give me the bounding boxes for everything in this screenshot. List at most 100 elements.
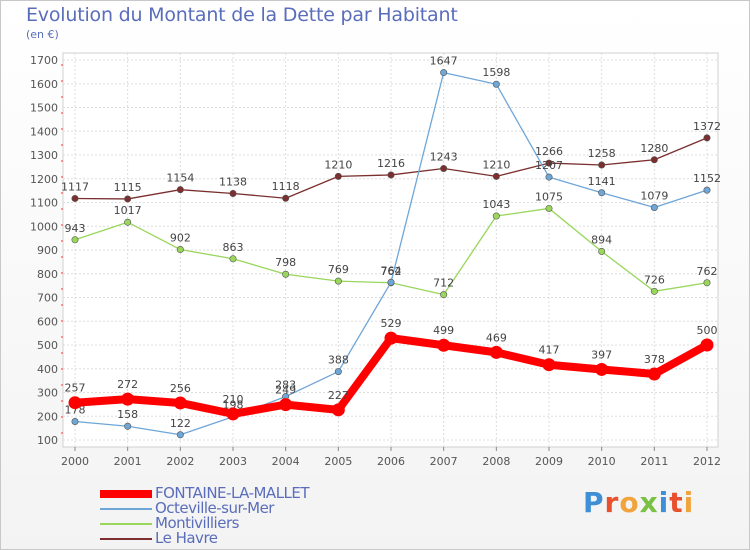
data-label: 1266: [535, 145, 563, 158]
data-label: 1043: [482, 198, 510, 211]
x-tick-label: 2006: [377, 455, 405, 468]
data-point: [650, 287, 658, 295]
y-tick-label: 100: [37, 434, 58, 447]
data-label: 1647: [430, 55, 458, 68]
legend-label-fontaine-la-mallet: FONTAINE-LA-MALLET: [155, 484, 310, 502]
logo-letter: x: [639, 486, 659, 519]
data-point: [700, 338, 714, 352]
data-label: 158: [117, 408, 138, 421]
data-label: 1258: [588, 147, 616, 160]
y-tick-label: 700: [37, 292, 58, 305]
data-point: [121, 392, 135, 406]
data-label: 1141: [588, 175, 616, 188]
x-tick-label: 2004: [272, 455, 300, 468]
data-point: [331, 403, 345, 417]
data-point: [124, 218, 132, 226]
data-label: 1152: [693, 172, 721, 185]
data-point: [176, 186, 184, 194]
data-label: 198: [223, 399, 244, 412]
data-label: 894: [591, 233, 612, 246]
logo-letter: P: [583, 486, 605, 519]
data-point: [489, 345, 503, 359]
data-point: [703, 186, 711, 194]
data-label: 397: [591, 348, 612, 361]
logo-letter: t: [669, 486, 684, 519]
data-label: 249: [275, 384, 296, 397]
y-tick-label: 200: [37, 410, 58, 423]
data-point: [598, 189, 606, 197]
logo-letter: r: [604, 486, 620, 519]
x-tick-label: 2011: [640, 455, 668, 468]
data-point: [492, 212, 500, 220]
x-tick-label: 2009: [535, 455, 563, 468]
y-tick-label: 1000: [30, 220, 58, 233]
data-point: [71, 194, 79, 202]
data-label: 1138: [219, 175, 247, 188]
x-tick-label: 2001: [114, 455, 142, 468]
x-tick-label: 2012: [693, 455, 721, 468]
data-label: 863: [223, 241, 244, 254]
x-tick-label: 2003: [219, 455, 247, 468]
data-label: 712: [433, 277, 454, 290]
y-tick-label: 1100: [30, 197, 58, 210]
data-label: 1017: [114, 204, 142, 217]
data-label: 762: [697, 265, 718, 278]
legend-swatch-montivilliers: [100, 523, 152, 525]
data-label: 1243: [430, 151, 458, 164]
data-point: [595, 362, 609, 376]
data-point: [440, 69, 448, 77]
data-label: 902: [170, 232, 191, 245]
logo-letter: i: [658, 486, 670, 519]
data-label: 469: [486, 331, 507, 344]
data-point: [124, 195, 132, 203]
data-label: 1118: [272, 180, 300, 193]
data-point: [334, 277, 342, 285]
chart-unit-label: (en €): [26, 28, 59, 41]
data-label: 764: [381, 264, 402, 277]
y-tick-label: 400: [37, 363, 58, 376]
data-label: 257: [65, 382, 86, 395]
data-point: [387, 278, 395, 286]
data-point: [650, 156, 658, 164]
data-label: 1207: [535, 159, 563, 172]
y-tick-label: 800: [37, 268, 58, 281]
x-tick-label: 2000: [61, 455, 89, 468]
data-label: 1079: [640, 189, 668, 202]
logo-letter: i: [683, 486, 695, 519]
data-point: [176, 246, 184, 254]
data-point: [542, 358, 556, 372]
data-label: 1598: [482, 66, 510, 79]
data-label: 1372: [693, 120, 721, 133]
data-point: [229, 255, 237, 263]
data-point: [68, 396, 82, 410]
data-point: [334, 172, 342, 180]
data-label: 769: [328, 263, 349, 276]
chart-title: Evolution du Montant de la Dette par Hab…: [26, 4, 458, 26]
data-point: [647, 367, 661, 381]
x-tick-label: 2010: [588, 455, 616, 468]
y-tick-label: 300: [37, 387, 58, 400]
data-point: [71, 417, 79, 425]
data-label: 1154: [166, 172, 194, 185]
data-point: [229, 189, 237, 197]
y-tick-label: 1700: [30, 54, 58, 67]
data-point: [437, 338, 451, 352]
data-label: 417: [539, 344, 560, 357]
data-label: 1216: [377, 157, 405, 170]
proxiti-logo: Proxiti: [583, 486, 694, 519]
x-tick-label: 2005: [324, 455, 352, 468]
data-label: 529: [381, 317, 402, 330]
y-tick-label: 600: [37, 315, 58, 328]
data-label: 272: [117, 378, 138, 391]
series-le-havre: 1117 1115 1154 1138 1118 1210 1216 1243 1210 1266…: [61, 120, 721, 203]
data-point: [124, 422, 132, 430]
y-tick-label: 1200: [30, 173, 58, 186]
x-tick-label: 2002: [166, 455, 194, 468]
data-point: [492, 80, 500, 88]
data-point: [176, 431, 184, 439]
data-label: 943: [65, 222, 86, 235]
data-label: 1210: [482, 158, 510, 171]
data-label: 210: [223, 393, 244, 406]
data-label: 1115: [114, 181, 142, 194]
